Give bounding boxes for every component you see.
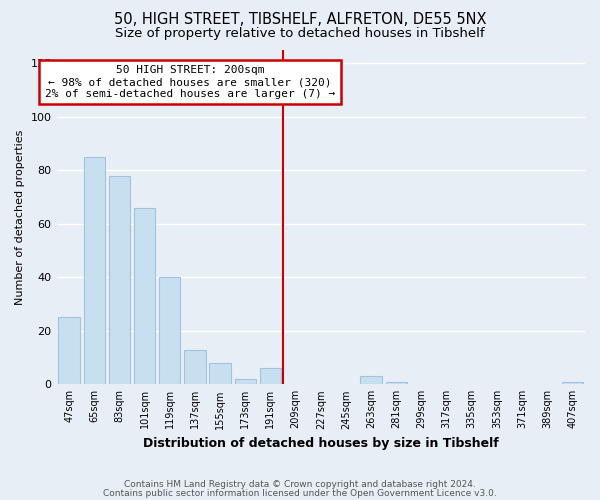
Y-axis label: Number of detached properties: Number of detached properties xyxy=(15,130,25,305)
Bar xyxy=(209,363,231,384)
Bar xyxy=(159,278,181,384)
Bar xyxy=(83,157,105,384)
Bar xyxy=(58,318,80,384)
X-axis label: Distribution of detached houses by size in Tibshelf: Distribution of detached houses by size … xyxy=(143,437,499,450)
Bar xyxy=(260,368,281,384)
Bar xyxy=(184,350,206,384)
Bar xyxy=(134,208,155,384)
Text: 50, HIGH STREET, TIBSHELF, ALFRETON, DE55 5NX: 50, HIGH STREET, TIBSHELF, ALFRETON, DE5… xyxy=(114,12,486,28)
Bar xyxy=(109,176,130,384)
Bar xyxy=(361,376,382,384)
Bar xyxy=(386,382,407,384)
Text: Contains public sector information licensed under the Open Government Licence v3: Contains public sector information licen… xyxy=(103,488,497,498)
Text: Contains HM Land Registry data © Crown copyright and database right 2024.: Contains HM Land Registry data © Crown c… xyxy=(124,480,476,489)
Text: Size of property relative to detached houses in Tibshelf: Size of property relative to detached ho… xyxy=(115,28,485,40)
Text: 50 HIGH STREET: 200sqm
← 98% of detached houses are smaller (320)
2% of semi-det: 50 HIGH STREET: 200sqm ← 98% of detached… xyxy=(45,66,335,98)
Bar xyxy=(562,382,583,384)
Bar xyxy=(235,379,256,384)
